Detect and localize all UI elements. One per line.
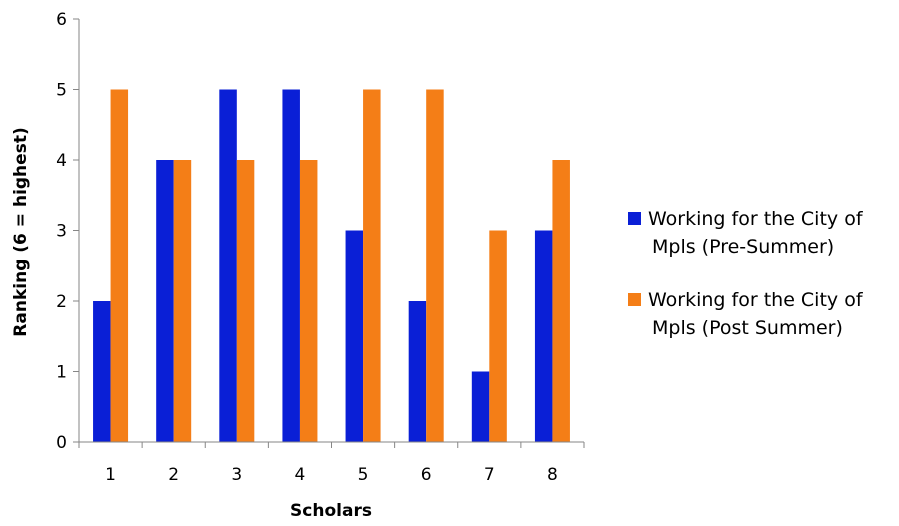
bar-pre-scholar-8 bbox=[534, 230, 553, 442]
bar-post-scholar-3 bbox=[236, 160, 255, 442]
bar-pre-scholar-5 bbox=[345, 230, 364, 442]
bar-post-scholar-6 bbox=[426, 89, 444, 442]
legend-label-post: Working for the City of Mpls (Post Summer… bbox=[648, 289, 864, 339]
y-tick-label: 1 bbox=[56, 363, 67, 383]
bar-pre-scholar-2 bbox=[156, 160, 174, 442]
bar-series bbox=[93, 89, 570, 442]
legend-label-pre: Working for the City of Mpls (Pre-Summer) bbox=[648, 208, 864, 258]
x-tick-label: 7 bbox=[484, 465, 495, 485]
x-tick-label: 6 bbox=[421, 465, 432, 485]
x-tick-label: 2 bbox=[168, 465, 179, 485]
axes bbox=[78, 19, 584, 443]
y-axis-title: Ranking (6 = highest) bbox=[11, 127, 31, 336]
bar-pre-scholar-1 bbox=[93, 301, 111, 442]
bar-post-scholar-1 bbox=[110, 89, 129, 442]
y-axis-ticks: 0 1 2 3 4 5 6 bbox=[56, 10, 79, 453]
bar-post-scholar-2 bbox=[173, 160, 192, 442]
bar-post-scholar-4 bbox=[299, 160, 318, 442]
bar-pre-scholar-7 bbox=[471, 371, 490, 442]
legend-swatch-post bbox=[628, 293, 641, 306]
y-tick-label: 0 bbox=[56, 433, 67, 453]
bar-pre-scholar-4 bbox=[282, 89, 300, 442]
x-tick-label: 5 bbox=[358, 465, 369, 485]
bar-post-scholar-5 bbox=[363, 89, 381, 442]
x-axis-ticks: 1 2 3 4 5 6 7 8 bbox=[78, 442, 585, 485]
y-tick-label: 2 bbox=[56, 292, 67, 312]
x-tick-label: 8 bbox=[547, 465, 558, 485]
bar-post-scholar-7 bbox=[489, 230, 507, 442]
y-tick-label: 3 bbox=[56, 222, 67, 242]
bar-pre-scholar-3 bbox=[219, 89, 237, 442]
legend: Working for the City of Mpls (Pre-Summer)… bbox=[628, 208, 864, 339]
x-axis-title: Scholars bbox=[290, 501, 372, 521]
bar-pre-scholar-6 bbox=[408, 301, 427, 442]
x-tick-label: 4 bbox=[295, 465, 306, 485]
y-tick-label: 4 bbox=[56, 151, 67, 171]
x-tick-label: 3 bbox=[231, 465, 242, 485]
y-tick-label: 5 bbox=[56, 81, 67, 101]
x-tick-label: 1 bbox=[105, 465, 116, 485]
y-tick-label: 6 bbox=[56, 10, 67, 30]
legend-swatch-pre bbox=[628, 212, 641, 225]
bar-post-scholar-8 bbox=[552, 160, 570, 442]
